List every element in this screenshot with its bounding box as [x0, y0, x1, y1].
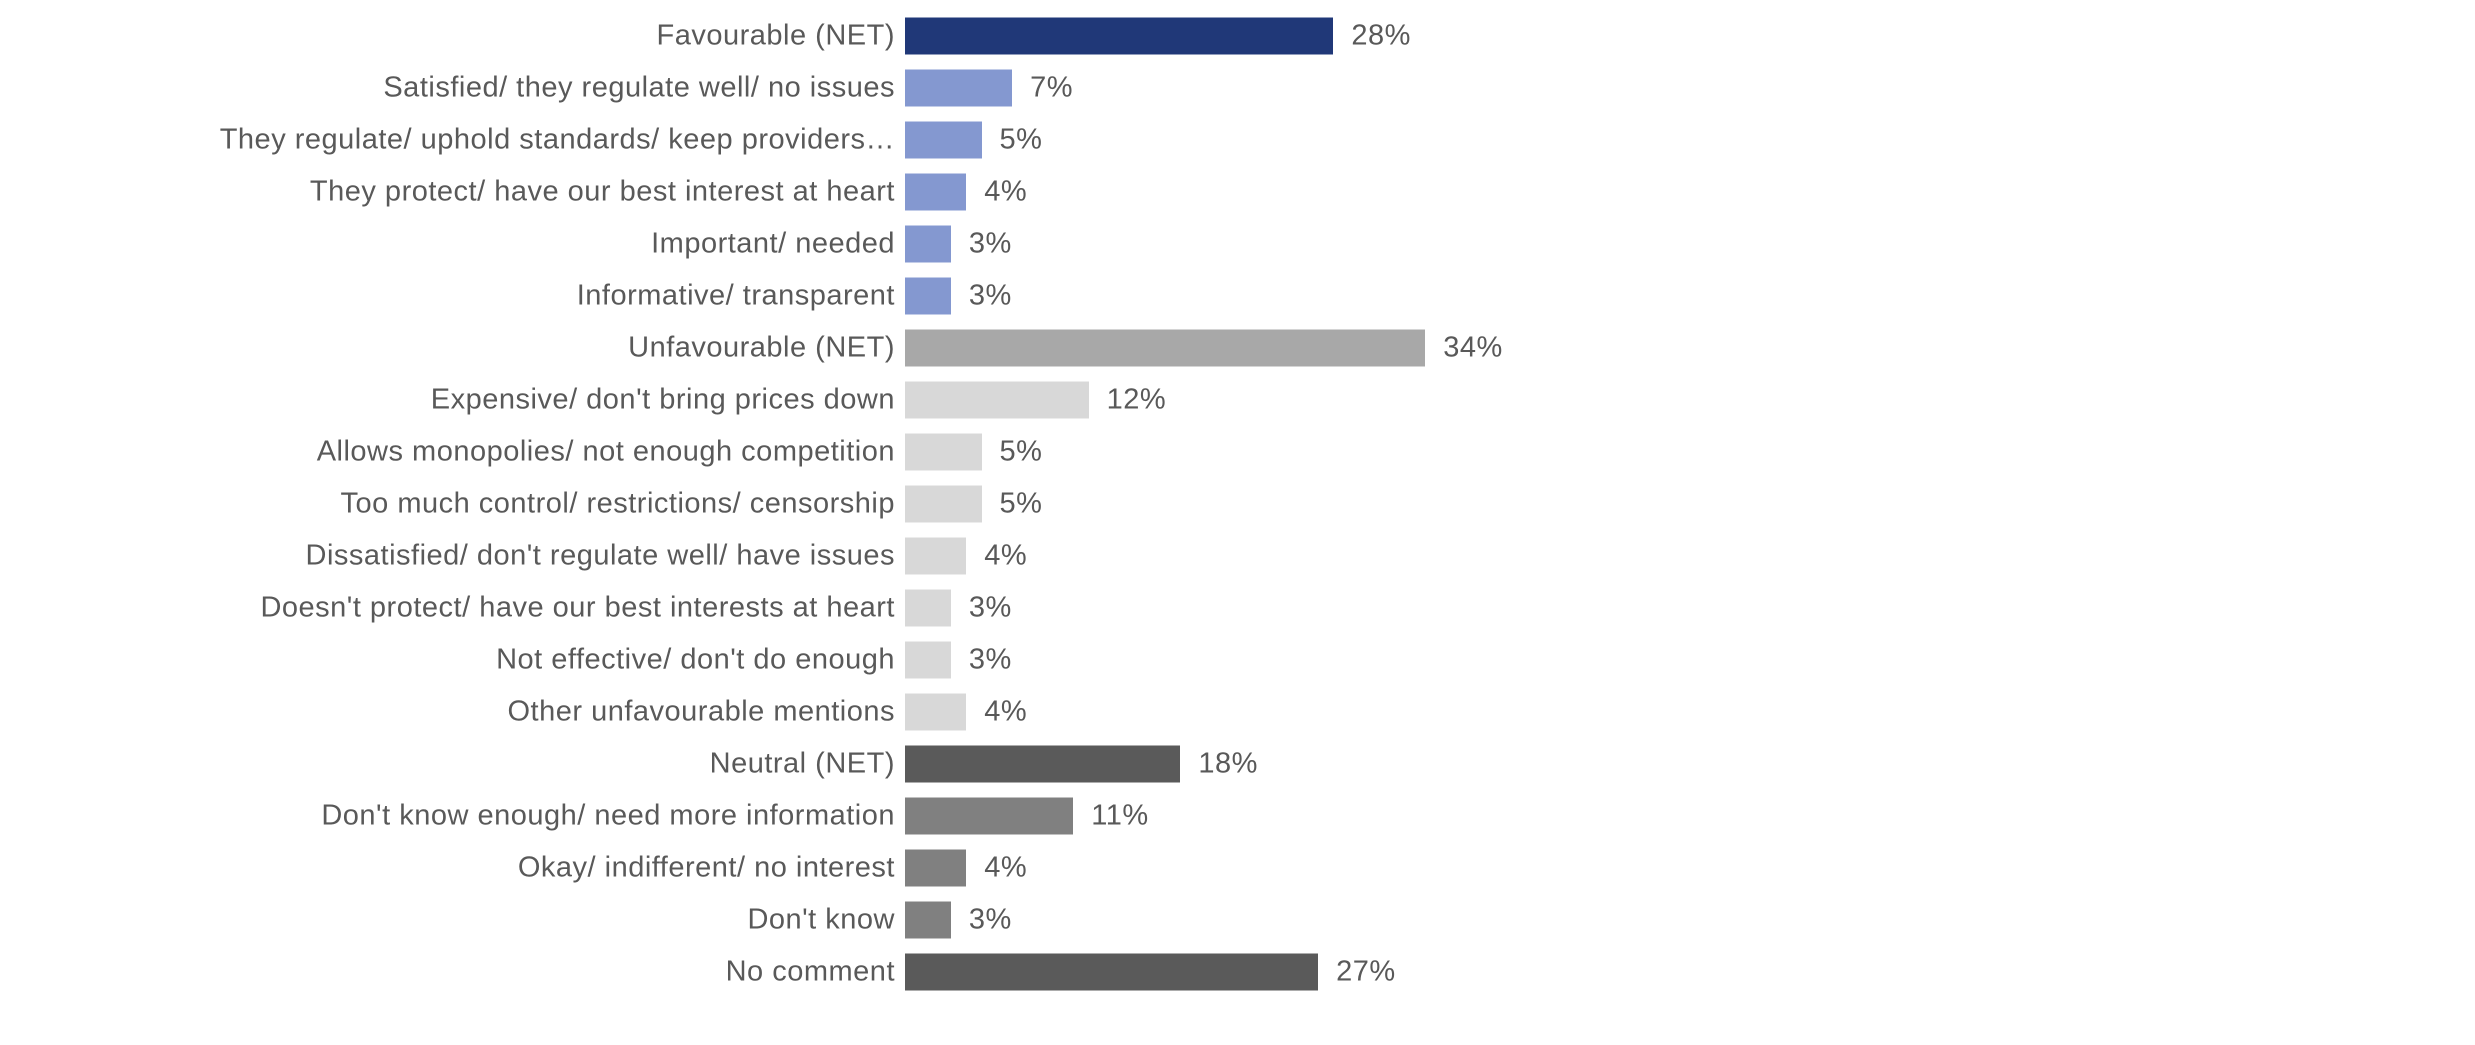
- bar-row: Too much control/ restrictions/ censorsh…: [0, 478, 2475, 530]
- bar-value: 3%: [969, 904, 1012, 937]
- bar: [905, 18, 1333, 55]
- bar: [905, 278, 951, 315]
- bar-row: Don't know enough/ need more information…: [0, 790, 2475, 842]
- bar-value: 7%: [1030, 72, 1073, 105]
- bar: [905, 798, 1073, 835]
- bar-row: Other unfavourable mentions 4%: [0, 686, 2475, 738]
- bar-value: 3%: [969, 280, 1012, 313]
- bar: [905, 538, 966, 575]
- bar-label: Not effective/ don't do enough: [496, 644, 895, 677]
- bar-label: They regulate/ uphold standards/ keep pr…: [220, 124, 895, 157]
- bar-label: They protect/ have our best interest at …: [310, 176, 895, 209]
- bar-label: Informative/ transparent: [577, 280, 895, 313]
- bar-value: 4%: [984, 176, 1027, 209]
- bar-label: Expensive/ don't bring prices down: [431, 384, 895, 417]
- bar: [905, 174, 966, 211]
- bar-value: 5%: [1000, 124, 1043, 157]
- bar-value: 28%: [1351, 20, 1411, 53]
- bar: [905, 590, 951, 627]
- bar-label: No comment: [726, 956, 895, 989]
- bar-value: 11%: [1091, 800, 1148, 833]
- bar: [905, 746, 1180, 783]
- bar-label: Favourable (NET): [657, 20, 895, 53]
- bar: [905, 122, 982, 159]
- bar-label: Unfavourable (NET): [628, 332, 895, 365]
- bar-label: Doesn't protect/ have our best interests…: [260, 592, 895, 625]
- bar: [905, 902, 951, 939]
- bar-row: Doesn't protect/ have our best interests…: [0, 582, 2475, 634]
- bar-value: 3%: [969, 592, 1012, 625]
- bar-label: Too much control/ restrictions/ censorsh…: [341, 488, 896, 521]
- bar-label: Dissatisfied/ don't regulate well/ have …: [306, 540, 896, 573]
- bar-label: Allows monopolies/ not enough competitio…: [317, 436, 895, 469]
- bar-label: Okay/ indifferent/ no interest: [518, 852, 895, 885]
- bar: [905, 330, 1425, 367]
- bar: [905, 642, 951, 679]
- bar-row: Expensive/ don't bring prices down 12%: [0, 374, 2475, 426]
- bar-value: 27%: [1336, 956, 1396, 989]
- bar-row: No comment 27%: [0, 946, 2475, 998]
- bar-label: Other unfavourable mentions: [508, 696, 896, 729]
- favourability-bar-chart: Favourable (NET) 28% Satisfied/ they regul…: [0, 0, 2475, 1045]
- bar: [905, 382, 1089, 419]
- bar-value: 12%: [1107, 384, 1167, 417]
- bar-label: Satisfied/ they regulate well/ no issues: [383, 72, 895, 105]
- bar-value: 5%: [1000, 436, 1043, 469]
- bar-row: Not effective/ don't do enough 3%: [0, 634, 2475, 686]
- bar: [905, 70, 1012, 107]
- bar-row: Okay/ indifferent/ no interest 4%: [0, 842, 2475, 894]
- bar-row: They regulate/ uphold standards/ keep pr…: [0, 114, 2475, 166]
- bar-value: 4%: [984, 540, 1027, 573]
- bar-row: Dissatisfied/ don't regulate well/ have …: [0, 530, 2475, 582]
- bar: [905, 486, 982, 523]
- bar-value: 4%: [984, 852, 1027, 885]
- bar-row: Unfavourable (NET) 34%: [0, 322, 2475, 374]
- bar-value: 3%: [969, 644, 1012, 677]
- bar-label: Don't know enough/ need more information: [321, 800, 895, 833]
- bar-row: Allows monopolies/ not enough competitio…: [0, 426, 2475, 478]
- bar-label: Important/ needed: [651, 228, 895, 261]
- bar-row: Don't know 3%: [0, 894, 2475, 946]
- bar-value: 5%: [1000, 488, 1043, 521]
- bar-row: Informative/ transparent 3%: [0, 270, 2475, 322]
- bar-label: Neutral (NET): [710, 748, 895, 781]
- bar-label: Don't know: [747, 904, 895, 937]
- bar-row: They protect/ have our best interest at …: [0, 166, 2475, 218]
- bar-value: 34%: [1443, 332, 1503, 365]
- bar-row: Neutral (NET) 18%: [0, 738, 2475, 790]
- bar: [905, 850, 966, 887]
- bar: [905, 694, 966, 731]
- bar-value: 3%: [969, 228, 1012, 261]
- bar: [905, 226, 951, 263]
- bar-value: 4%: [984, 696, 1027, 729]
- bar-row: Favourable (NET) 28%: [0, 10, 2475, 62]
- bar-row: Important/ needed 3%: [0, 218, 2475, 270]
- bar: [905, 434, 982, 471]
- bar-value: 18%: [1198, 748, 1258, 781]
- bar: [905, 954, 1318, 991]
- bar-row: Satisfied/ they regulate well/ no issues…: [0, 62, 2475, 114]
